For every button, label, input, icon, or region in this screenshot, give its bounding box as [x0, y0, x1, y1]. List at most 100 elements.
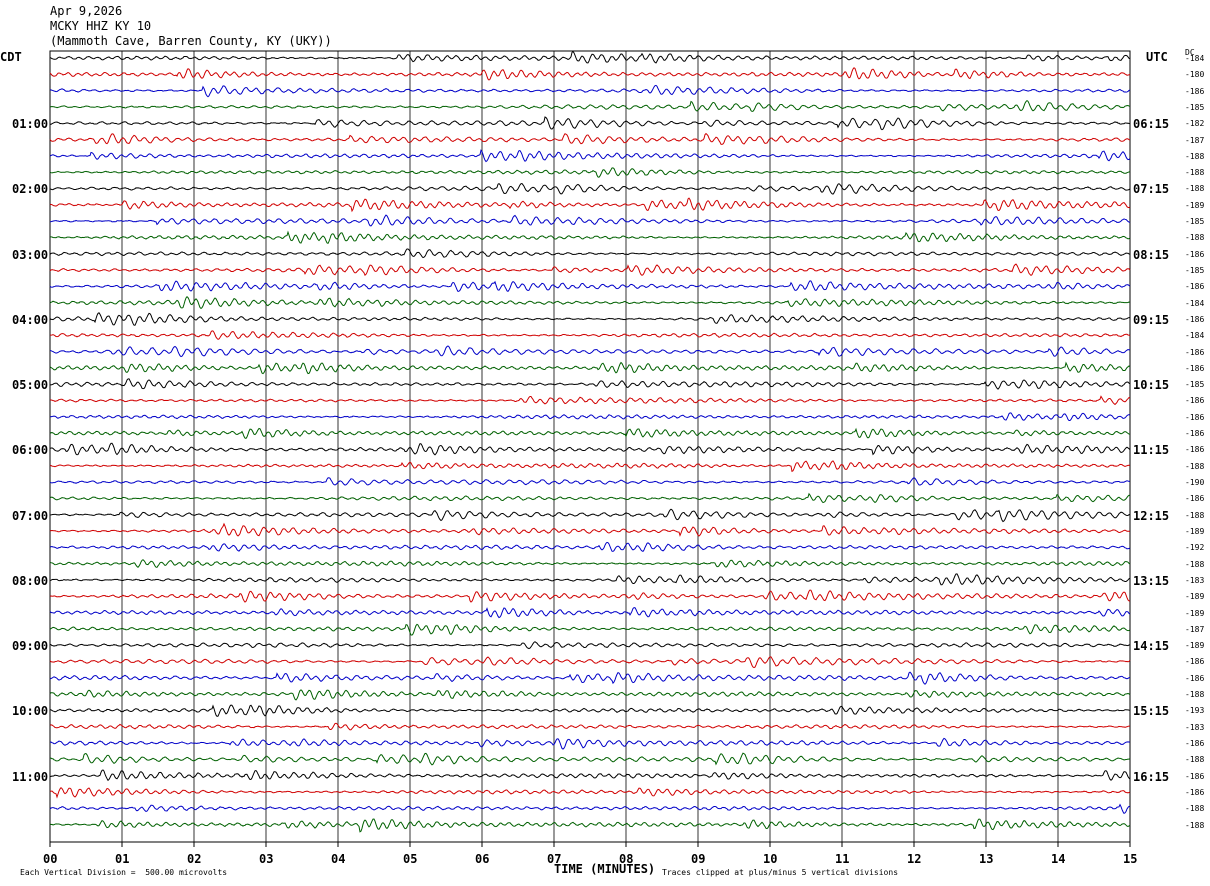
seismic-trace — [49, 67, 1131, 81]
dc-offset-label: -193 — [1185, 706, 1205, 716]
dc-offset-label: -192 — [1185, 543, 1205, 553]
dc-offset-label: -189 — [1185, 641, 1205, 651]
seismic-trace — [49, 197, 1131, 213]
seismic-trace — [49, 214, 1131, 227]
seismic-trace — [49, 50, 1131, 64]
dc-offset-label: -186 — [1185, 429, 1205, 439]
cdt-hour-label: 09:00 — [12, 639, 49, 654]
cdt-hour-label: 03:00 — [12, 247, 49, 262]
x-tick-label: 06 — [475, 852, 490, 866]
seismic-trace — [49, 345, 1131, 358]
header-station: MCKY HHZ KY 10 — [50, 19, 152, 33]
seismic-trace — [49, 295, 1131, 310]
utc-hour-label: 14:15 — [1133, 639, 1170, 654]
dc-offset-label: -187 — [1185, 624, 1205, 634]
seismic-trace — [49, 378, 1131, 390]
header-location: (Mammoth Cave, Barren County, KY (UKY)) — [50, 34, 332, 48]
seismic-trace — [49, 769, 1131, 782]
x-tick-label: 08 — [619, 852, 634, 866]
seismic-trace — [49, 100, 1131, 112]
seismic-trace — [49, 395, 1131, 406]
seismic-trace — [49, 230, 1131, 245]
dc-offset-label: -184 — [1185, 54, 1205, 63]
x-axis-title: TIME (MINUTES) — [554, 862, 656, 876]
dc-offset-label: -186 — [1185, 363, 1205, 373]
plot-frame — [49, 50, 1131, 843]
cdt-hour-label: 04:00 — [12, 312, 49, 327]
cdt-hour-label: 06:00 — [12, 443, 49, 458]
seismic-trace — [49, 182, 1131, 195]
seismic-trace — [49, 722, 1131, 731]
dc-offset-label: -182 — [1185, 119, 1205, 129]
footer-clip-note: Traces clipped at plus/minus 5 vertical … — [662, 868, 899, 877]
dc-offset-label: -186 — [1185, 412, 1205, 422]
dc-offset-label: -183 — [1185, 722, 1205, 732]
cdt-hour-label: 08:00 — [12, 573, 49, 588]
utc-hour-label: 16:15 — [1133, 769, 1170, 784]
seismic-trace — [49, 818, 1131, 833]
seismic-trace — [49, 248, 1131, 259]
dc-offset-label: -185 — [1185, 102, 1205, 112]
x-tick-label: 14 — [1051, 852, 1066, 866]
utc-hour-label: 07:15 — [1133, 182, 1170, 197]
seismic-trace — [49, 167, 1131, 178]
seismic-trace — [49, 589, 1131, 603]
utc-hour-label: 08:15 — [1133, 247, 1170, 262]
dc-header: DC — [1185, 48, 1195, 57]
utc-hour-label: 09:15 — [1133, 312, 1170, 327]
seismic-trace — [49, 573, 1131, 586]
dc-offset-label: -186 — [1185, 657, 1205, 667]
dc-offset-label: -186 — [1185, 249, 1205, 259]
dc-offset-label: -185 — [1185, 266, 1205, 276]
seismic-trace — [49, 508, 1131, 523]
footer-scale-note: Each Vertical Division = 500.00 microvol… — [20, 868, 228, 877]
seismic-trace — [49, 752, 1131, 766]
dc-offset-label: -188 — [1185, 820, 1205, 830]
seismic-trace — [49, 476, 1131, 486]
seismic-trace — [49, 656, 1131, 669]
cdt-hour-label: 05:00 — [12, 378, 49, 393]
dc-offset-label: -186 — [1185, 445, 1205, 455]
dc-offset-label: -189 — [1185, 592, 1205, 602]
seismic-trace — [49, 623, 1131, 636]
dc-offset-label: -186 — [1185, 771, 1205, 781]
dc-offset-label: -186 — [1185, 314, 1205, 324]
x-tick-label: 04 — [331, 852, 346, 866]
x-tick-label: 10 — [763, 852, 778, 866]
seismic-trace — [49, 280, 1131, 292]
x-tick-label: 13 — [979, 852, 994, 866]
seismic-trace — [49, 116, 1131, 131]
x-tick-label: 12 — [907, 852, 922, 866]
seismic-trace — [49, 704, 1131, 717]
dc-offset-label: -185 — [1185, 380, 1205, 390]
seismic-trace — [49, 412, 1131, 422]
seismic-trace — [49, 522, 1131, 537]
x-tick-label: 01 — [115, 852, 130, 866]
seismic-trace — [49, 786, 1131, 799]
seismic-trace — [49, 737, 1131, 750]
seismic-trace — [49, 803, 1131, 815]
seismic-trace — [49, 492, 1131, 504]
x-tick-label: 03 — [259, 852, 274, 866]
seismic-trace — [49, 641, 1131, 650]
dc-offset-label: -186 — [1185, 494, 1205, 504]
cdt-hour-label: 11:00 — [12, 769, 49, 784]
left-timezone-label: CDT — [0, 50, 22, 64]
seismic-trace — [49, 84, 1131, 98]
dc-offset-label: -185 — [1185, 217, 1205, 227]
x-tick-label: 02 — [187, 852, 202, 866]
seismic-trace — [49, 442, 1131, 456]
dc-offset-label: -189 — [1185, 200, 1205, 210]
dc-offset-label: -183 — [1185, 575, 1205, 585]
utc-hour-label: 12:15 — [1133, 508, 1170, 523]
seismic-trace — [49, 559, 1131, 568]
utc-hour-label: 10:15 — [1133, 378, 1170, 393]
dc-offset-label: -188 — [1185, 233, 1205, 243]
dc-offset-label: -188 — [1185, 510, 1205, 520]
dc-offset-label: -186 — [1185, 86, 1205, 96]
seismic-trace — [49, 541, 1131, 552]
dc-offset-label: -188 — [1185, 804, 1205, 814]
dc-offset-label: -188 — [1185, 168, 1205, 178]
utc-hour-label: 06:15 — [1133, 117, 1170, 132]
